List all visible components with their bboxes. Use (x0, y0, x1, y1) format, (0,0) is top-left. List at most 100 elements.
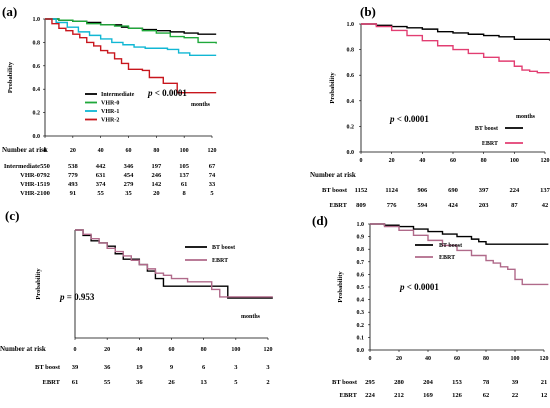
x-tick-label: 100 (231, 347, 240, 353)
risk-cell: 42 (542, 202, 549, 209)
risk-cell: 19 (136, 364, 143, 371)
risk-cell: 5 (210, 190, 214, 197)
risk-cell: 442 (96, 163, 106, 170)
x-tick-label: 80 (201, 347, 207, 353)
y-axis-title-c: Probability (35, 268, 42, 300)
x-tick-label: 0 (369, 356, 372, 362)
risk-table-title-b: Number at risk (310, 171, 356, 179)
y-tick-label: 0.6 (357, 272, 365, 278)
x-tick-label: 40 (98, 148, 104, 154)
panel-b: (b) 0.0 0.2 0.4 0.6 0.8 1.0 Probability 0 20 40 60 8… (310, 4, 550, 209)
risk-cell: 1124 (385, 187, 398, 194)
legend-label-bt-boost: BT boost (475, 126, 498, 132)
p-value-a: p < 0.0001 (147, 88, 187, 98)
risk-cell: 78 (483, 379, 490, 386)
p-value-c: p = 0.953 (59, 292, 95, 302)
risk-cell: 33 (209, 181, 216, 188)
y-tick-label: 0.2 (357, 323, 365, 329)
y-tick-label: 0.6 (347, 73, 355, 79)
y-axis-title-b: Probability (329, 72, 336, 104)
risk-row-name: EBRT (340, 392, 358, 399)
x-tick-label: 100 (180, 148, 189, 154)
series-line-ebrt (361, 23, 550, 74)
x-tick-label: 80 (483, 356, 489, 362)
risk-row-name: BT boost (322, 187, 348, 194)
series-line-bt-boost (370, 223, 549, 245)
y-tick-label: 0.0 (347, 150, 355, 156)
series-line-ebrt (75, 229, 273, 298)
risk-cell: 3 (234, 364, 238, 371)
risk-row-name: EBRT (43, 379, 61, 386)
risk-cell: 61 (72, 379, 79, 386)
y-tick-label: 0.2 (33, 111, 41, 117)
risk-cell: 779 (68, 172, 79, 179)
risk-cell: 280 (394, 379, 404, 386)
x-tick-label: 0 (360, 158, 363, 164)
y-tick-label: 1.0 (357, 222, 365, 228)
risk-cell: 142 (151, 181, 161, 188)
x-tick-label: 20 (104, 347, 110, 353)
y-tick-label: 0.0 (357, 348, 365, 354)
y-tick-label: 0.8 (357, 247, 365, 253)
risk-cell: 36 (104, 364, 111, 371)
risk-cell: 906 (417, 187, 428, 194)
panel-d: (d) 0.0 0.1 0.2 0.3 0.4 0.5 0.6 0.7 0.8 0.9 1.0 Prob… (312, 213, 549, 399)
risk-cell: 26 (168, 379, 175, 386)
risk-cell: 279 (124, 181, 135, 188)
legend-label-vhr-1: VHR-1 (101, 109, 119, 115)
y-axis-title-d: Probability (337, 271, 344, 303)
risk-row-name: VHR-0 (20, 172, 40, 179)
risk-cell: 137 (540, 187, 550, 194)
risk-cell: 374 (96, 181, 107, 188)
p-value-text: < 0.0001 (395, 114, 430, 124)
risk-cell: 8 (183, 190, 187, 197)
y-tick-label: 0.0 (33, 134, 41, 140)
risk-cell: 397 (479, 187, 490, 194)
x-tick-label: 40 (419, 158, 425, 164)
risk-cell: 55 (97, 190, 104, 197)
x-tick-label: 20 (389, 158, 395, 164)
risk-cell: 776 (387, 202, 398, 209)
risk-cell: 594 (417, 202, 428, 209)
risk-cell: 792 (40, 172, 50, 179)
p-symbol: p (59, 292, 65, 302)
risk-cell: 61 (181, 181, 188, 188)
risk-cell: 454 (124, 172, 135, 179)
risk-cell: 91 (70, 190, 77, 197)
risk-row-name: Intermediate (4, 163, 40, 170)
x-tick-label: 80 (153, 148, 159, 154)
risk-table-title-a: Number at risk (2, 146, 48, 154)
legend-label-ebrt: EBRT (212, 258, 228, 264)
x-tick-label: 120 (541, 158, 550, 164)
x-axis-title-b: months (516, 114, 536, 120)
risk-cell: 1152 (355, 187, 368, 194)
y-tick-label: 1.0 (347, 22, 355, 28)
risk-cell: 12 (541, 392, 548, 399)
risk-cell: 87 (511, 202, 518, 209)
risk-row-name: VHR-1 (20, 181, 40, 188)
p-value-b: p < 0.0001 (389, 114, 429, 124)
risk-cell: 20 (153, 190, 160, 197)
x-tick-label: 20 (70, 148, 76, 154)
legend-label-ebrt: EBRT (439, 255, 455, 261)
y-tick-label: 0.8 (33, 40, 41, 46)
risk-cell: 809 (356, 202, 367, 209)
risk-cell: 36 (136, 379, 143, 386)
p-symbol: p (399, 282, 405, 292)
series-line-vhr-0 (45, 18, 217, 44)
risk-cell: 212 (394, 392, 404, 399)
risk-cell: 62 (483, 392, 490, 399)
panel-label-c: (c) (5, 208, 19, 223)
risk-table-title-c: Number at risk (0, 345, 46, 353)
risk-cell: 424 (448, 202, 459, 209)
y-tick-label: 0.2 (347, 124, 355, 130)
risk-cell: 6 (202, 364, 206, 371)
y-tick-label: 0.9 (357, 235, 365, 241)
y-tick-label: 0.4 (357, 298, 365, 304)
legend-label-bt-boost: BT boost (212, 245, 235, 251)
p-value-text: < 0.0001 (405, 282, 440, 292)
y-axis-title-a: Probability (7, 61, 14, 93)
risk-cell: 74 (209, 172, 216, 179)
legend-label-vhr-2: VHR-2 (101, 118, 119, 124)
